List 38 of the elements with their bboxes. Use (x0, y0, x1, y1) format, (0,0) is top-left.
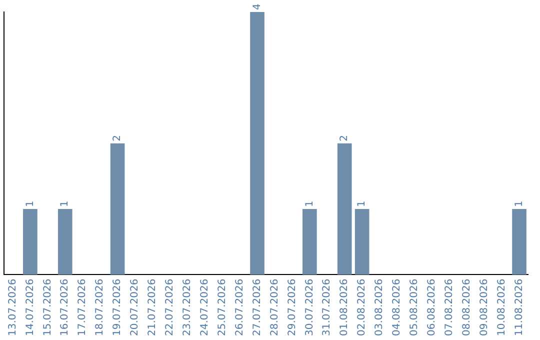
data-label: 1 (514, 200, 525, 208)
x-tick-label: 14.07.2026 (24, 278, 36, 336)
x-tick-label: 04.08.2026 (392, 278, 403, 336)
x-tick-label: 31.07.2026 (322, 278, 333, 336)
data-label: 1 (24, 200, 36, 208)
x-tick-label: 19.07.2026 (112, 278, 124, 336)
x-tick-label: 26.07.2026 (234, 278, 246, 336)
x-tick-label: 16.07.2026 (60, 278, 71, 336)
x-tick-label: 22.07.2026 (164, 278, 176, 336)
x-tick-label: 28.07.2026 (269, 278, 280, 336)
x-tick-label: 05.08.2026 (409, 278, 420, 336)
x-tick-label: 01.08.2026 (339, 278, 350, 336)
x-tick-label: 25.07.2026 (216, 278, 228, 336)
x-tick-label: 20.07.2026 (130, 278, 141, 336)
x-tick-label: 13.07.2026 (7, 278, 18, 336)
x-tick-label: 15.07.2026 (42, 278, 54, 336)
x-tick-label: 07.08.2026 (444, 278, 455, 336)
data-label: 1 (60, 200, 71, 208)
x-tick-label: 08.08.2026 (461, 278, 472, 336)
data-label: 2 (112, 134, 124, 142)
x-tick-label: 29.07.2026 (286, 278, 298, 336)
x-tick-label: 21.07.2026 (147, 278, 158, 336)
x-tick-label: 30.07.2026 (304, 278, 316, 336)
x-tick-label: 23.07.2026 (182, 278, 193, 336)
data-label: 1 (356, 200, 368, 208)
data-label: 4 (252, 4, 263, 10)
data-label: 2 (339, 134, 350, 142)
x-tick-label: 27.07.2026 (252, 278, 263, 336)
x-tick-label: 10.08.2026 (496, 278, 508, 336)
x-tick-label: 03.08.2026 (374, 278, 386, 336)
data-label: 1 (304, 200, 316, 208)
x-tick-label: 11.08.2026 (514, 278, 525, 336)
x-tick-label: 17.07.2026 (77, 278, 88, 336)
x-tick-label: 06.08.2026 (426, 278, 438, 336)
x-tick-label: 09.08.2026 (478, 278, 490, 336)
x-tick-label: 18.07.2026 (94, 278, 106, 336)
x-tick-label: 02.08.2026 (356, 278, 368, 336)
x-tick-label: 24.07.2026 (199, 278, 210, 336)
